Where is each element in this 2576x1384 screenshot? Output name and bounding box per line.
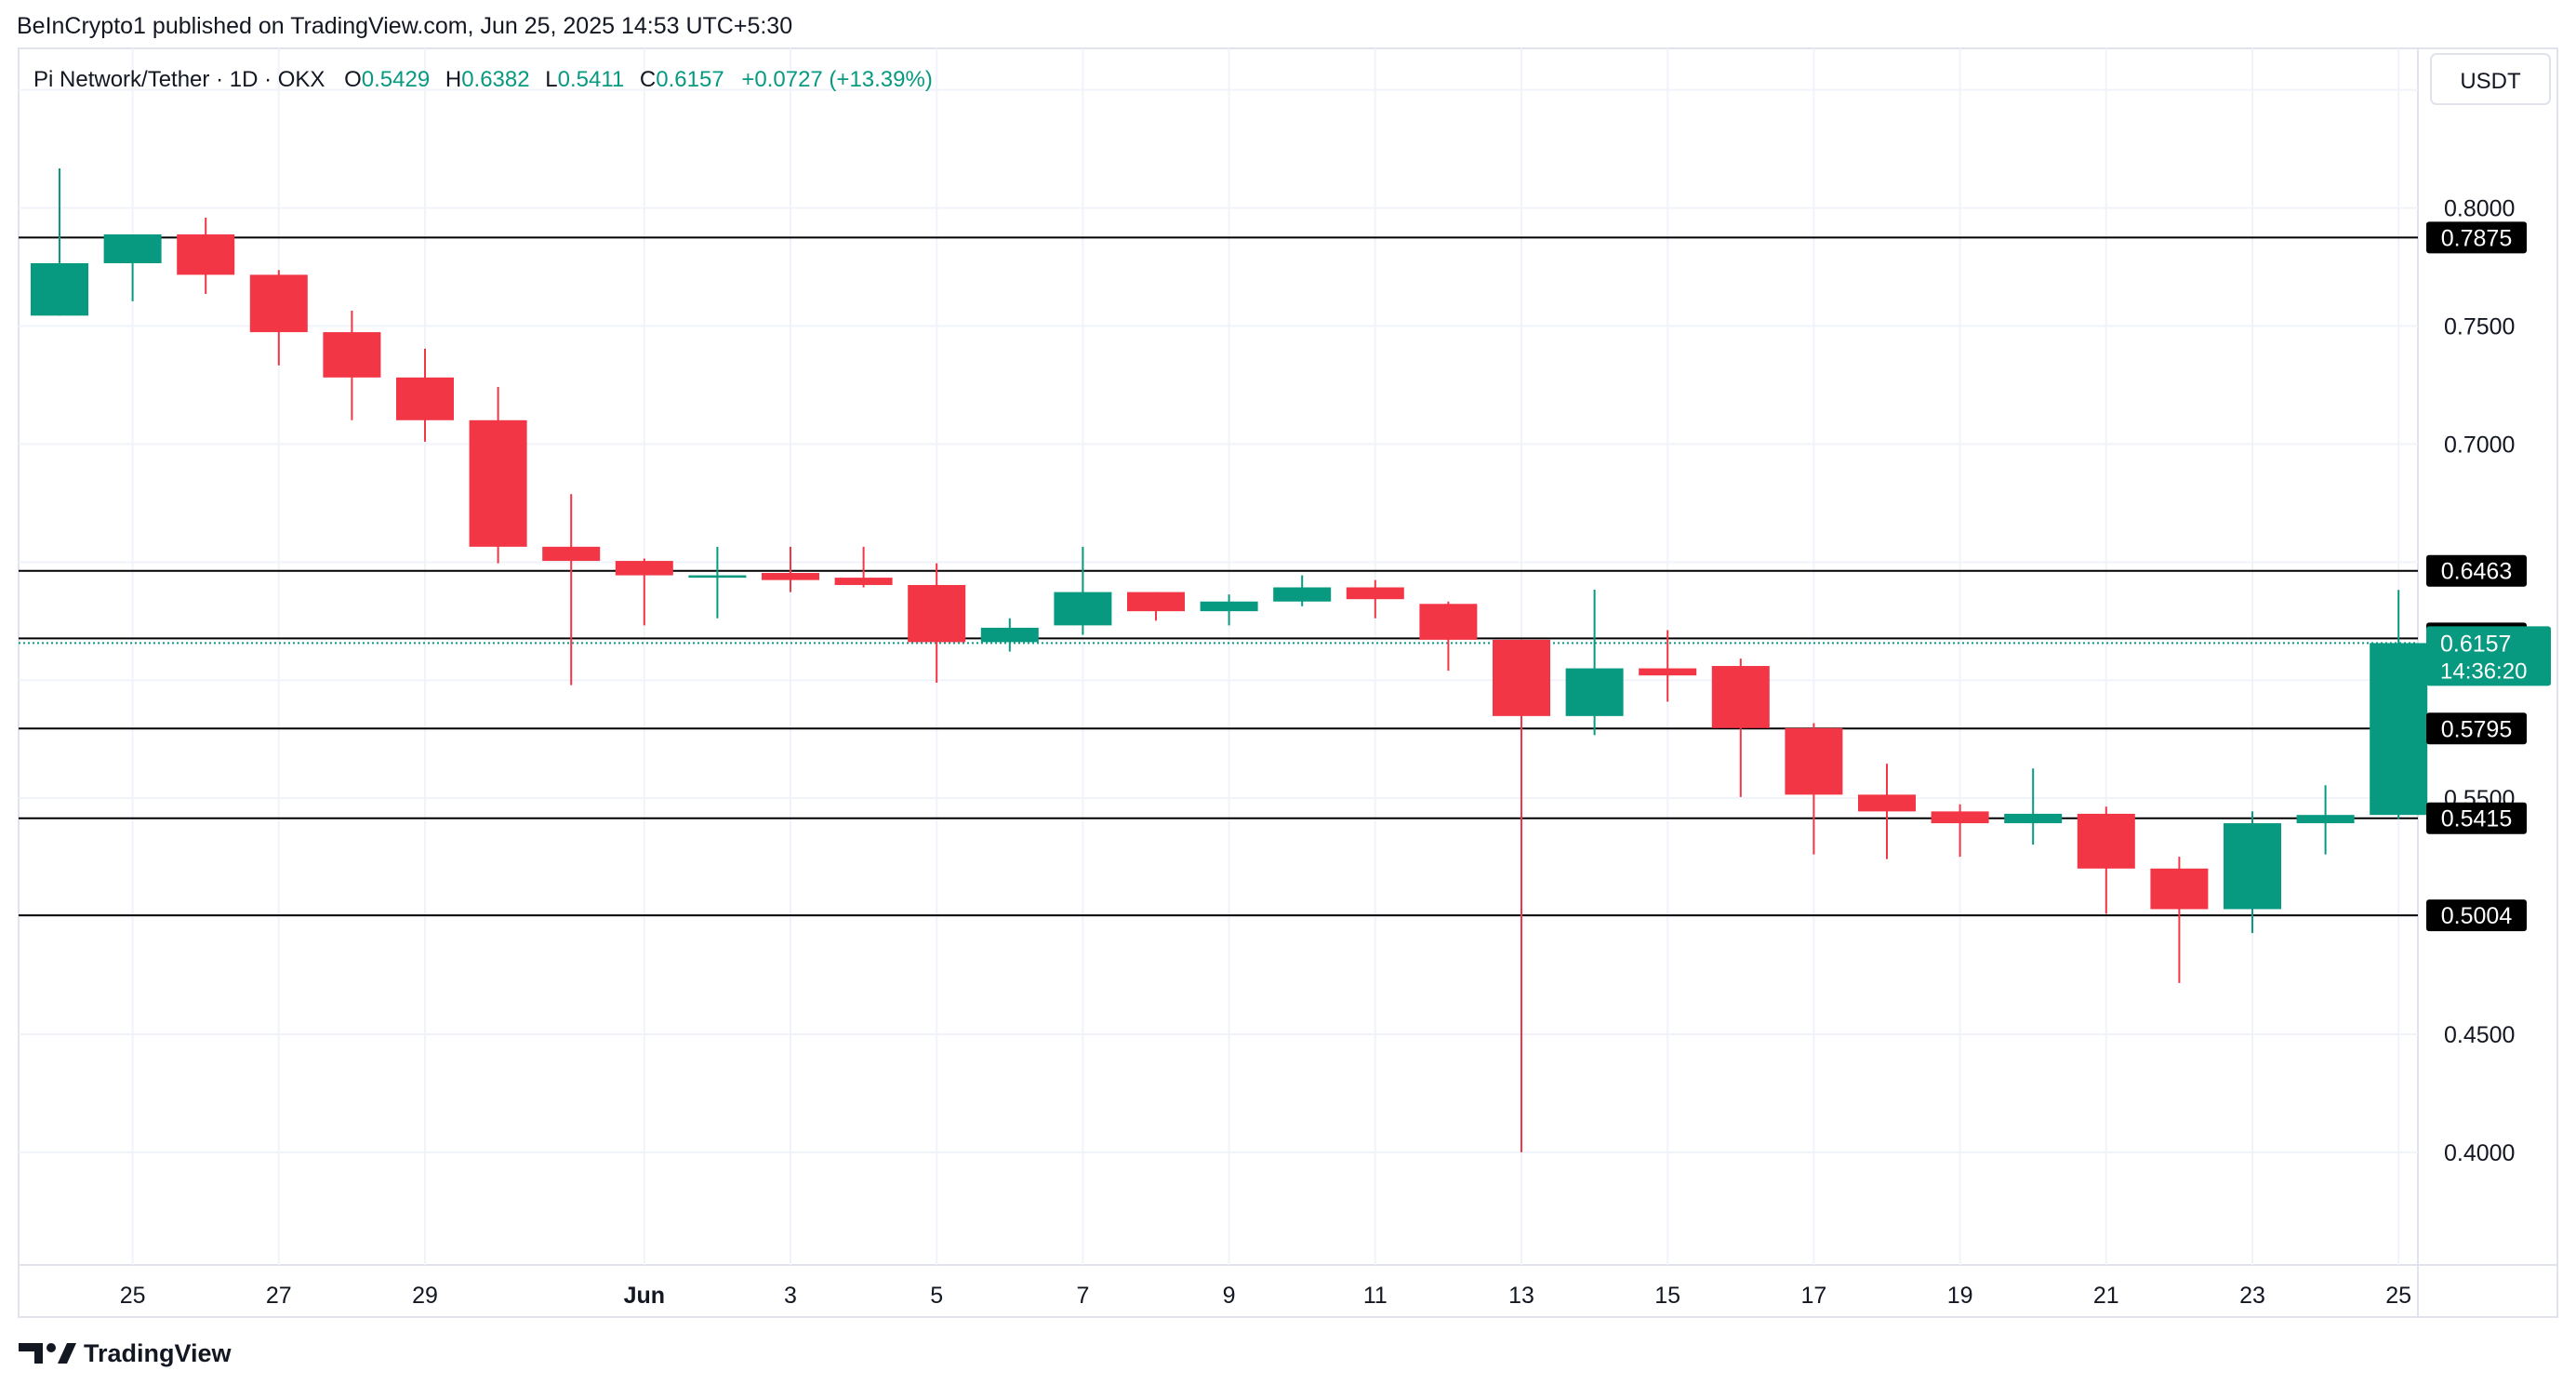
- candle-body[interactable]: [615, 561, 673, 576]
- candle-body[interactable]: [1127, 592, 1185, 612]
- candle-body[interactable]: [469, 419, 527, 547]
- tradingview-logo-icon: [19, 1343, 76, 1364]
- current-price-value: 0.6157: [2440, 631, 2511, 657]
- legend-low-value: 0.5411: [558, 67, 625, 92]
- time-axis-label: 3: [784, 1283, 797, 1309]
- legend-close-value: 0.6157: [656, 67, 724, 92]
- level-price-tag: [2426, 802, 2527, 834]
- time-axis-label: 17: [1800, 1283, 1826, 1309]
- candle-body[interactable]: [2224, 823, 2281, 910]
- candle-body[interactable]: [323, 332, 381, 378]
- level-price-tag: [2426, 221, 2527, 254]
- legend-high-value: 0.6382: [461, 67, 529, 92]
- time-axis-label: 5: [930, 1283, 943, 1309]
- time-axis: 25 27 29 Jun 3 5 7 9 11 13 15 17 19 21 23 25: [120, 1283, 2411, 1309]
- candle-body[interactable]: [2077, 813, 2135, 869]
- candle-body[interactable]: [1711, 666, 1770, 728]
- time-axis-label: 27: [266, 1283, 292, 1309]
- chart-frame: [18, 47, 2558, 1318]
- legend-open-value: 0.5429: [362, 67, 430, 92]
- price-axis-label: 0.4500: [2444, 1022, 2515, 1048]
- candle-body[interactable]: [2150, 868, 2209, 910]
- price-axis-label: 0.7000: [2444, 432, 2515, 458]
- candle-body[interactable]: [177, 234, 235, 275]
- level-price-tag-text: 0.6463: [2441, 559, 2512, 585]
- candle-body[interactable]: [542, 546, 601, 562]
- candle-body[interactable]: [396, 377, 454, 420]
- currency-button[interactable]: [2430, 53, 2551, 105]
- time-axis-label: 11: [1363, 1283, 1388, 1309]
- currency-label: USDT: [2460, 69, 2521, 94]
- level-price-tag-text: 0.5795: [2441, 716, 2512, 742]
- time-axis-label: 13: [1508, 1283, 1534, 1309]
- level-price-tag: [2426, 554, 2527, 587]
- horizontal-levels: [19, 236, 2418, 917]
- candle-body[interactable]: [1419, 604, 1478, 640]
- candle-body[interactable]: [1565, 668, 1624, 716]
- candle-body[interactable]: [1858, 794, 1916, 812]
- time-axis-label: 21: [2093, 1283, 2119, 1309]
- candle-body[interactable]: [31, 262, 88, 316]
- candle-body[interactable]: [103, 234, 162, 263]
- grid: [19, 48, 2418, 1265]
- candle-body[interactable]: [980, 627, 1039, 643]
- tradingview-logo-text: TradingView: [84, 1339, 232, 1367]
- time-axis-label: 7: [1076, 1283, 1089, 1309]
- candle-body[interactable]: [2004, 813, 2063, 824]
- current-price-tag: [2426, 626, 2551, 686]
- time-axis-label: 29: [412, 1283, 438, 1309]
- legend-change: +0.0727 (+13.39%): [741, 67, 933, 92]
- time-axis-label: 9: [1223, 1283, 1236, 1309]
- level-price-tag-text: 0.5004: [2441, 903, 2513, 929]
- publisher-credit: BeInCrypto1 published on TradingView.com…: [17, 13, 793, 39]
- candle-body[interactable]: [688, 575, 747, 579]
- time-axis-label: 25: [2385, 1283, 2411, 1309]
- legend-high-label: H: [445, 67, 461, 92]
- candle-body[interactable]: [249, 274, 308, 333]
- candle-body[interactable]: [1639, 668, 1697, 676]
- candle-body[interactable]: [1346, 587, 1404, 600]
- price-tags: 0.78750.64630.61770.57950.54150.50040.61…: [2426, 221, 2551, 932]
- candle-body[interactable]: [1493, 639, 1550, 716]
- candle-body[interactable]: [1931, 811, 1989, 824]
- candle-body[interactable]: [908, 584, 966, 643]
- candle-body[interactable]: [2296, 815, 2355, 824]
- time-axis-label: 25: [120, 1283, 146, 1309]
- candle-body[interactable]: [1200, 601, 1258, 612]
- legend-close-label: C: [640, 67, 656, 92]
- level-price-tag: [2426, 899, 2527, 932]
- candles: [31, 167, 2428, 1152]
- candle-body[interactable]: [1273, 587, 1332, 602]
- candle-body[interactable]: [762, 573, 819, 580]
- time-axis-label: Jun: [624, 1283, 665, 1309]
- bar-countdown: 14:36:20: [2440, 659, 2527, 684]
- legend-symbol: Pi Network/Tether · 1D · OKX: [33, 67, 325, 92]
- candle-body[interactable]: [2370, 643, 2428, 816]
- time-axis-label: 23: [2239, 1283, 2265, 1309]
- legend-open-label: O: [344, 67, 362, 92]
- time-axis-label: 19: [1947, 1283, 1973, 1309]
- chart-legend: Pi Network/Tether · 1D · OKX O0.5429 H0.…: [33, 67, 933, 92]
- level-price-tag-text: 0.7875: [2441, 225, 2512, 251]
- time-axis-label: 15: [1654, 1283, 1680, 1309]
- price-axis-label: 0.4000: [2444, 1140, 2515, 1166]
- candle-body[interactable]: [834, 578, 893, 585]
- tradingview-logo[interactable]: TradingView: [19, 1339, 232, 1367]
- candle-body[interactable]: [1785, 727, 1843, 795]
- price-axis-label: 0.7500: [2444, 314, 2515, 340]
- legend-low-label: L: [545, 67, 557, 92]
- candle-body[interactable]: [1054, 592, 1112, 626]
- price-axis-label: 0.8000: [2444, 196, 2515, 222]
- level-price-tag: [2426, 712, 2527, 745]
- level-price-tag-text: 0.5415: [2441, 806, 2512, 832]
